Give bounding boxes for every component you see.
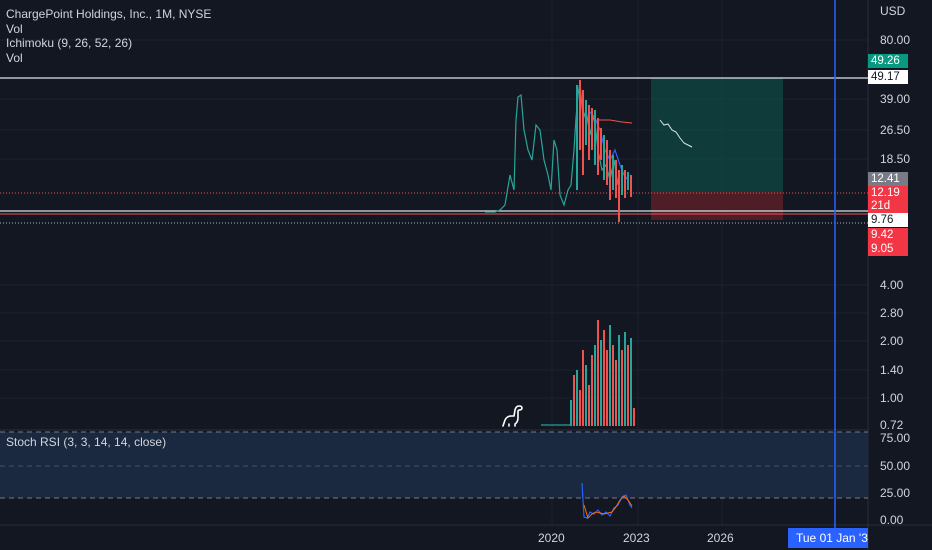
last-price-tag: 12.41 [868,172,908,186]
stop-price-tag-2: 9.05 [868,242,908,256]
rsi-band [0,432,868,498]
currency-label[interactable]: USD [880,4,906,18]
ichimoku-indicator-label[interactable]: Ichimoku (9, 26, 52, 26) [6,36,133,50]
stop-price-tag: 9.42 [868,228,908,242]
price-axis-label: 1.40 [880,363,904,377]
rsi-axis-label: 50.00 [880,459,911,473]
stoch-rsi-k-line [581,482,633,519]
time-axis-label: 2026 [707,531,734,545]
price-candles [576,80,632,222]
target-price-tag: 49.26 [868,54,908,68]
crosshair-time-label: Tue 01 Jan '30 [788,528,868,548]
price-axis-label: 39.00 [880,92,911,106]
stoch-rsi-d-line [583,495,633,519]
price-axis-label: 18.50 [880,152,911,166]
current-price-tag: 12.19 [868,186,908,200]
price-axis-label: 4.00 [880,278,904,292]
rsi-axis-label: 0.00 [880,513,904,527]
symbol-title[interactable]: ChargePoint Holdings, Inc., 1M, NYSE [6,7,212,21]
bar-countdown-tag: 21d 20h [868,199,908,226]
ichimoku-base-line [598,119,633,124]
dinosaur-icon [502,405,523,427]
volume-bars [541,320,635,426]
vol-indicator-label[interactable]: Vol [6,21,23,36]
chart-legend: ChargePoint Holdings, Inc., 1M, NYSE Vol… [6,7,211,65]
long-position-stop-zone[interactable] [651,192,783,220]
price-axis-label: 1.00 [880,391,904,405]
long-position-target-zone[interactable] [651,78,783,192]
price-axis-label: 80.00 [880,33,911,47]
price-axis-label: 2.80 [880,306,904,320]
rsi-axis-label: 25.00 [880,486,911,500]
stoch-rsi-label[interactable]: Stoch RSI (3, 3, 14, 14, close) [6,435,167,449]
resistance-price-tag: 49.17 [868,70,908,84]
rsi-axis-label: 75.00 [880,431,911,445]
price-axis-label: 0.72 [880,418,904,432]
price-axis-label: 2.00 [880,334,904,348]
time-axis-label: 2023 [623,531,650,545]
vol-indicator-label-2[interactable]: Vol [6,50,23,65]
projection-path[interactable] [659,119,693,148]
price-axis-label: 26.50 [880,123,911,137]
time-axis-label: 2020 [538,531,565,545]
support-price-tag: 9.76 [868,213,908,227]
